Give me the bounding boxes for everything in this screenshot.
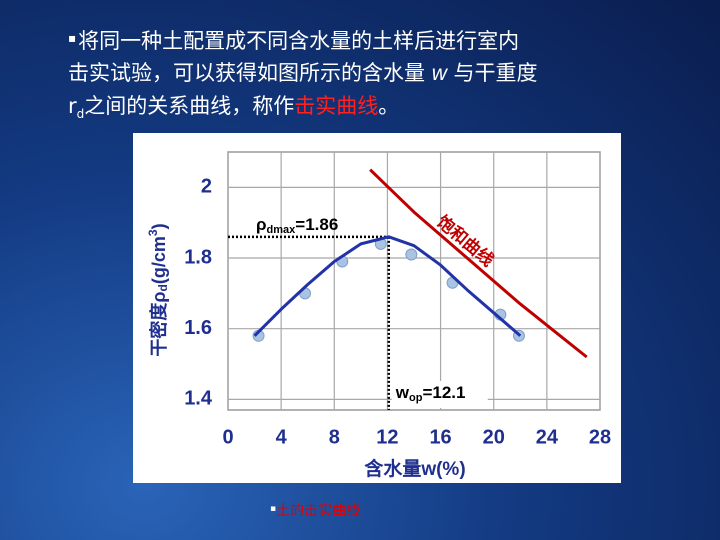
text: =12.1 [422, 383, 465, 402]
label-box [391, 381, 488, 408]
curve [369, 168, 588, 359]
text: 之间的关系曲线，称作 [84, 94, 295, 118]
symbol: ρ [256, 215, 267, 234]
text-line: 击实试验，可以获得如图所示的含水量 w 与干重度 [68, 57, 708, 90]
x-tick-label: 0 [222, 426, 233, 448]
x-tick-label: 12 [376, 426, 398, 448]
text: 击实试验，可以获得如图所示的含水量 [68, 61, 432, 85]
text-line: 将同一种土配置成不同含水量的土样后进行室内 [68, 22, 708, 57]
x-tick-label: 20 [483, 426, 505, 448]
peak-label: ρdmax=1.86 [256, 215, 338, 235]
x-tick-label: 8 [329, 426, 340, 448]
caption: 土的击实曲线 [270, 500, 360, 520]
y-tick-label: 2 [201, 176, 212, 198]
subscript: op [409, 392, 423, 404]
y-tick-label: 1.8 [184, 246, 212, 268]
text: 与干重度 [446, 61, 538, 85]
subscript: dmax [267, 224, 297, 236]
text: 。 [378, 94, 400, 118]
y-axis-title: 干密度ρd(g/cm3) [146, 223, 170, 356]
symbol: r [68, 94, 77, 118]
x-tick-label: 4 [276, 426, 288, 448]
y-tick-label: 1.4 [184, 388, 213, 410]
x-axis-title: 含水量w(%) [364, 457, 465, 480]
curve [253, 235, 522, 337]
x-tick-label: 16 [429, 426, 451, 448]
symbol: w [395, 383, 410, 402]
text: =1.86 [295, 215, 338, 234]
text: 将同一种土配置成不同含水量的土样后进行室内 [78, 29, 520, 53]
symbol: w [431, 62, 447, 85]
data-point [405, 248, 418, 261]
subscript: d [76, 107, 85, 122]
x-tick-label: 24 [536, 426, 559, 448]
highlight: 击实曲线 [294, 94, 379, 118]
x-tick-label: 28 [589, 426, 611, 448]
paragraph: 将同一种土配置成不同含水量的土样后进行室内 击实试验，可以获得如图所示的含水量 … [68, 22, 708, 130]
caption-text: 土的击实曲线 [276, 503, 361, 519]
y-tick-label: 1.6 [184, 317, 212, 339]
chart-background [133, 133, 621, 483]
text-line: rd之间的关系曲线，称作击实曲线。 [68, 90, 708, 130]
optimum-label: wop=12.1 [395, 383, 466, 403]
